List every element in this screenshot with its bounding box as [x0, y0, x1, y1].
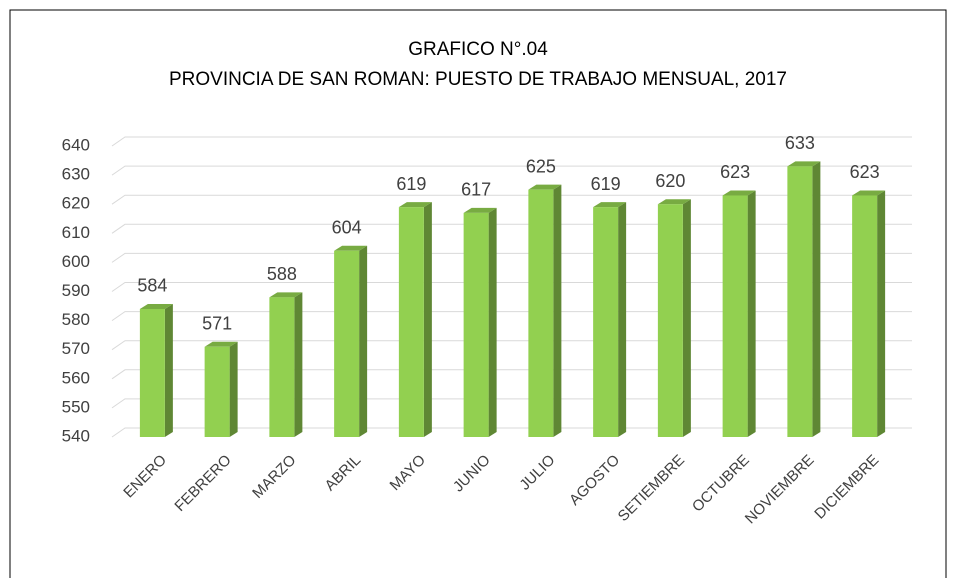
x-tick-label: SETIEMBRE [615, 452, 688, 525]
bar-top [204, 341, 238, 347]
grid-line [111, 427, 912, 438]
y-tick-label: 630 [62, 165, 90, 184]
y-tick-label: 550 [62, 397, 90, 416]
x-tick-label: FEBRERO [171, 452, 234, 515]
value-label: 625 [526, 156, 556, 176]
bar [139, 308, 165, 437]
bar [593, 207, 619, 437]
bar [787, 166, 813, 437]
grid-line [111, 398, 912, 409]
x-tick-label: ABRIL [322, 452, 365, 495]
x-tick-label: MARZO [249, 452, 299, 502]
x-tick-label: AGOSTO [566, 452, 623, 509]
bar-top [463, 207, 497, 213]
value-label: 633 [785, 133, 815, 153]
chart-subtitle: PROVINCIA DE SAN ROMAN: PUESTO DE TRABAJ… [169, 69, 787, 90]
bar [852, 195, 878, 437]
value-label: 584 [137, 276, 167, 296]
bar-top [398, 202, 432, 208]
y-tick-label: 640 [62, 135, 90, 154]
bar-side [747, 190, 756, 437]
grid-line [111, 165, 912, 176]
grid-line [111, 194, 912, 205]
bar [269, 297, 295, 437]
y-tick-label: 540 [62, 426, 90, 445]
bar-top [528, 184, 562, 190]
bar-side [553, 184, 562, 437]
value-label: 619 [591, 174, 621, 194]
bar [528, 189, 554, 437]
value-label: 604 [332, 218, 362, 238]
bar-top [593, 202, 627, 208]
value-label: 571 [202, 314, 232, 334]
bar-top [139, 303, 173, 309]
bar [204, 346, 230, 437]
chart-title: GRAFICO N°.04 [408, 39, 548, 60]
bar [722, 195, 748, 437]
bar-side [488, 207, 497, 437]
bar-side [877, 190, 886, 437]
bar-side [359, 245, 368, 437]
value-label: 623 [720, 162, 750, 182]
y-tick-label: 570 [62, 339, 90, 358]
bar-side [423, 202, 432, 437]
y-tick-label: 610 [62, 223, 90, 242]
x-tick-label: DICIEMBRE [811, 452, 882, 523]
bar [657, 204, 683, 437]
value-label: 588 [267, 264, 297, 284]
grid-line [111, 252, 912, 263]
value-label: 620 [655, 171, 685, 191]
x-tick-label: JULIO [516, 452, 558, 494]
value-label: 619 [396, 174, 426, 194]
value-label: 617 [461, 180, 491, 200]
bar-top [852, 190, 886, 196]
bar-side [229, 341, 238, 437]
x-tick-label: MAYO [387, 452, 429, 494]
x-tick-label: NOVIEMBRE [742, 452, 818, 528]
bar-top [722, 190, 756, 196]
y-tick-label: 560 [62, 368, 90, 387]
bar-top [657, 199, 691, 205]
grid-line [111, 136, 912, 147]
bar [334, 250, 360, 437]
grid-line [111, 340, 912, 351]
y-tick-label: 620 [62, 194, 90, 213]
y-tick-label: 590 [62, 281, 90, 300]
grid-line [111, 223, 912, 234]
bar-top [787, 161, 821, 167]
bar-top [334, 245, 368, 251]
y-tick-label: 580 [62, 310, 90, 329]
x-tick-label: OCTUBRE [689, 452, 753, 516]
x-tick-label: ENERO [120, 452, 170, 502]
frame [9, 9, 947, 578]
grid-line [111, 282, 912, 292]
bar-side [812, 161, 821, 437]
bar-side [164, 303, 173, 437]
bar-side [294, 292, 303, 437]
grid-line [111, 369, 912, 380]
x-tick-label: JUNIO [450, 452, 494, 496]
grid-line [111, 311, 912, 322]
value-label: 623 [850, 162, 880, 182]
bar-side [682, 199, 691, 437]
bar-top [269, 292, 303, 298]
bar [398, 207, 424, 437]
y-tick-label: 600 [62, 252, 90, 271]
bar-side [618, 202, 627, 437]
bar [463, 212, 489, 437]
